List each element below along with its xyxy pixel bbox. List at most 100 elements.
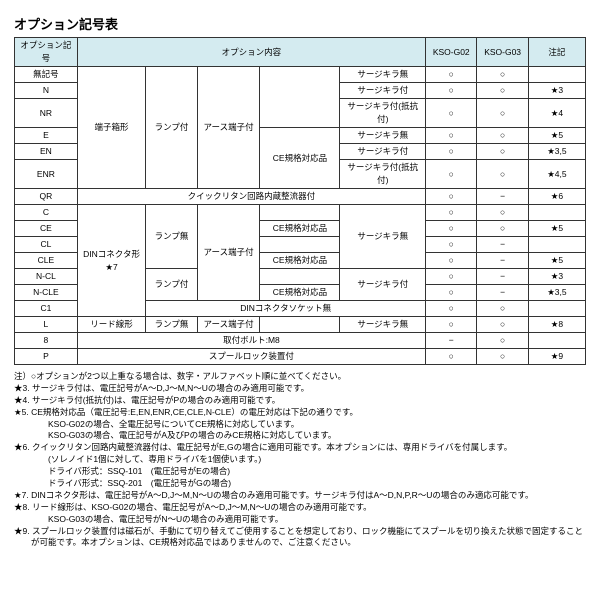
m: ○	[477, 67, 528, 83]
m: ○	[477, 160, 528, 189]
h1: オプション記号	[15, 38, 78, 67]
n: ★6. クイックリタン回路内蔵整流器付は、電圧記号がE,Gの場合に適用可能です。…	[14, 442, 586, 454]
n: (ソレノイド1個に対して、専用ドライバを1個使います。)	[14, 454, 586, 466]
c: CE	[15, 221, 78, 237]
c: N-CLE	[15, 285, 78, 301]
s: ★3	[528, 83, 585, 99]
s: ★7	[105, 262, 117, 272]
m: ○	[426, 285, 477, 301]
n: ドライバ形式：SSQ-101 (電圧記号がEの場合)	[14, 466, 586, 478]
s: ★6	[528, 189, 585, 205]
n: ★4. サージキラ付(抵抗付)は、電圧記号がPの場合のみ適用可能です。	[14, 395, 586, 407]
s: ★5	[528, 128, 585, 144]
l: ランプ無	[146, 205, 197, 269]
n: KSO-G03の場合、電圧記号がN～Uの場合のみ適用可能です。	[14, 514, 586, 526]
l: DINコネクタソケット無	[146, 301, 426, 317]
m: ○	[426, 253, 477, 269]
l: ランプ付	[146, 269, 197, 301]
c: N-CL	[15, 269, 78, 285]
m: ○	[477, 301, 528, 317]
m: ○	[426, 144, 477, 160]
n: ★8. リード線形は、KSO-G02の場合、電圧記号がA～D,J～M,N～Uの場…	[14, 502, 586, 514]
l: クイックリタン回路内蔵整流器付	[77, 189, 425, 205]
h4: KSO-G03	[477, 38, 528, 67]
n: ★5. CE規格対応品（電圧記号:E,EN,ENR,CE,CLE,N-CLE）の…	[14, 407, 586, 419]
m: ○	[477, 333, 528, 349]
m: ○	[477, 349, 528, 365]
n: KSO-G02の場合、全電圧記号についてCE規格に対応しています。	[14, 419, 586, 431]
c: L	[15, 317, 78, 333]
l: アース端子付	[197, 317, 260, 333]
l: DINコネクタ形	[83, 249, 140, 259]
m: −	[477, 269, 528, 285]
s: ★3,5	[528, 285, 585, 301]
s: ★3	[528, 269, 585, 285]
m: ○	[426, 237, 477, 253]
l: サージキラ無	[340, 317, 426, 333]
n: ★7. DINコネクタ形は、電圧記号がA～D,J～M,N～Uの場合のみ適用可能で…	[14, 490, 586, 502]
l: サージキラ付(抵抗付)	[340, 99, 426, 128]
s: ★4	[528, 99, 585, 128]
l: アース端子付	[197, 205, 260, 301]
c: EN	[15, 144, 78, 160]
h5: 注記	[528, 38, 585, 67]
l: サージキラ無	[340, 205, 426, 269]
m: ○	[477, 128, 528, 144]
s: ★5	[528, 221, 585, 237]
l: 取付ボルト:M8	[77, 333, 425, 349]
m: ○	[477, 144, 528, 160]
c: P	[15, 349, 78, 365]
l: アース端子付	[197, 67, 260, 189]
m: ○	[426, 221, 477, 237]
s: ★5	[528, 253, 585, 269]
c: E	[15, 128, 78, 144]
h2: オプション内容	[77, 38, 425, 67]
c: 無記号	[15, 67, 78, 83]
m: ○	[426, 205, 477, 221]
c: C	[15, 205, 78, 221]
c: QR	[15, 189, 78, 205]
m: −	[477, 285, 528, 301]
h3: KSO-G02	[426, 38, 477, 67]
c: CLE	[15, 253, 78, 269]
c: CL	[15, 237, 78, 253]
l: CE規格対応品	[260, 128, 340, 189]
m: −	[426, 333, 477, 349]
c: C1	[15, 301, 78, 317]
title: オプション記号表	[14, 14, 586, 33]
m: ○	[426, 189, 477, 205]
m: ○	[477, 317, 528, 333]
m: ○	[426, 269, 477, 285]
l: サージキラ付(抵抗付)	[340, 160, 426, 189]
l: 端子箱形	[77, 67, 146, 189]
m: −	[477, 189, 528, 205]
c: NR	[15, 99, 78, 128]
l: CE規格対応品	[260, 221, 340, 237]
m: ○	[477, 99, 528, 128]
l: リード線形	[77, 317, 146, 333]
l: ランプ付	[146, 67, 197, 189]
l: サージキラ付	[340, 144, 426, 160]
l: CE規格対応品	[260, 253, 340, 269]
m: ○	[477, 221, 528, 237]
l: ランプ無	[146, 317, 197, 333]
n: ドライバ形式：SSQ-201 (電圧記号がGの場合)	[14, 478, 586, 490]
m: ○	[426, 301, 477, 317]
l: サージキラ付	[340, 269, 426, 301]
c: ENR	[15, 160, 78, 189]
s: ★9	[528, 349, 585, 365]
m: ○	[477, 83, 528, 99]
m: ○	[426, 67, 477, 83]
c: 8	[15, 333, 78, 349]
m: ○	[477, 205, 528, 221]
m: −	[477, 237, 528, 253]
m: −	[477, 253, 528, 269]
m: ○	[426, 99, 477, 128]
notes: 注）○オプションが2つ以上重なる場合は、数字・アルファベット順に並べてください。…	[14, 371, 586, 549]
c: N	[15, 83, 78, 99]
l: スプールロック装置付	[77, 349, 425, 365]
l: サージキラ付	[340, 83, 426, 99]
l: サージキラ無	[340, 128, 426, 144]
l: CE規格対応品	[260, 285, 340, 301]
m: ○	[426, 83, 477, 99]
